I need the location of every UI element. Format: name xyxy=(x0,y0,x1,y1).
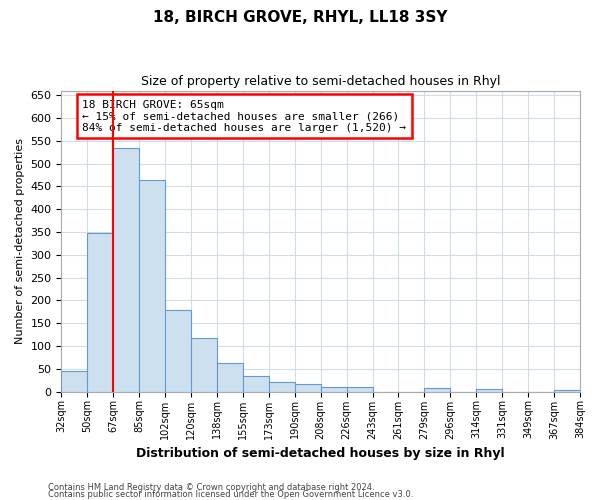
Bar xyxy=(165,310,191,392)
Bar xyxy=(88,233,113,392)
Text: 18, BIRCH GROVE, RHYL, LL18 3SY: 18, BIRCH GROVE, RHYL, LL18 3SY xyxy=(153,10,447,25)
Bar xyxy=(476,390,502,392)
Text: 18 BIRCH GROVE: 65sqm
← 15% of semi-detached houses are smaller (266)
84% of sem: 18 BIRCH GROVE: 65sqm ← 15% of semi-deta… xyxy=(82,100,406,133)
Bar xyxy=(424,388,451,392)
Bar xyxy=(139,180,165,392)
Bar xyxy=(347,387,373,392)
Text: Contains public sector information licensed under the Open Government Licence v3: Contains public sector information licen… xyxy=(48,490,413,499)
Bar xyxy=(191,338,217,392)
Bar xyxy=(217,364,243,392)
Bar xyxy=(113,148,139,392)
X-axis label: Distribution of semi-detached houses by size in Rhyl: Distribution of semi-detached houses by … xyxy=(136,447,505,460)
Bar xyxy=(61,370,88,392)
Bar xyxy=(269,382,295,392)
Text: Contains HM Land Registry data © Crown copyright and database right 2024.: Contains HM Land Registry data © Crown c… xyxy=(48,484,374,492)
Y-axis label: Number of semi-detached properties: Number of semi-detached properties xyxy=(15,138,25,344)
Bar xyxy=(554,390,580,392)
Bar xyxy=(243,376,269,392)
Title: Size of property relative to semi-detached houses in Rhyl: Size of property relative to semi-detach… xyxy=(141,75,500,88)
Bar xyxy=(321,387,347,392)
Bar xyxy=(295,384,321,392)
